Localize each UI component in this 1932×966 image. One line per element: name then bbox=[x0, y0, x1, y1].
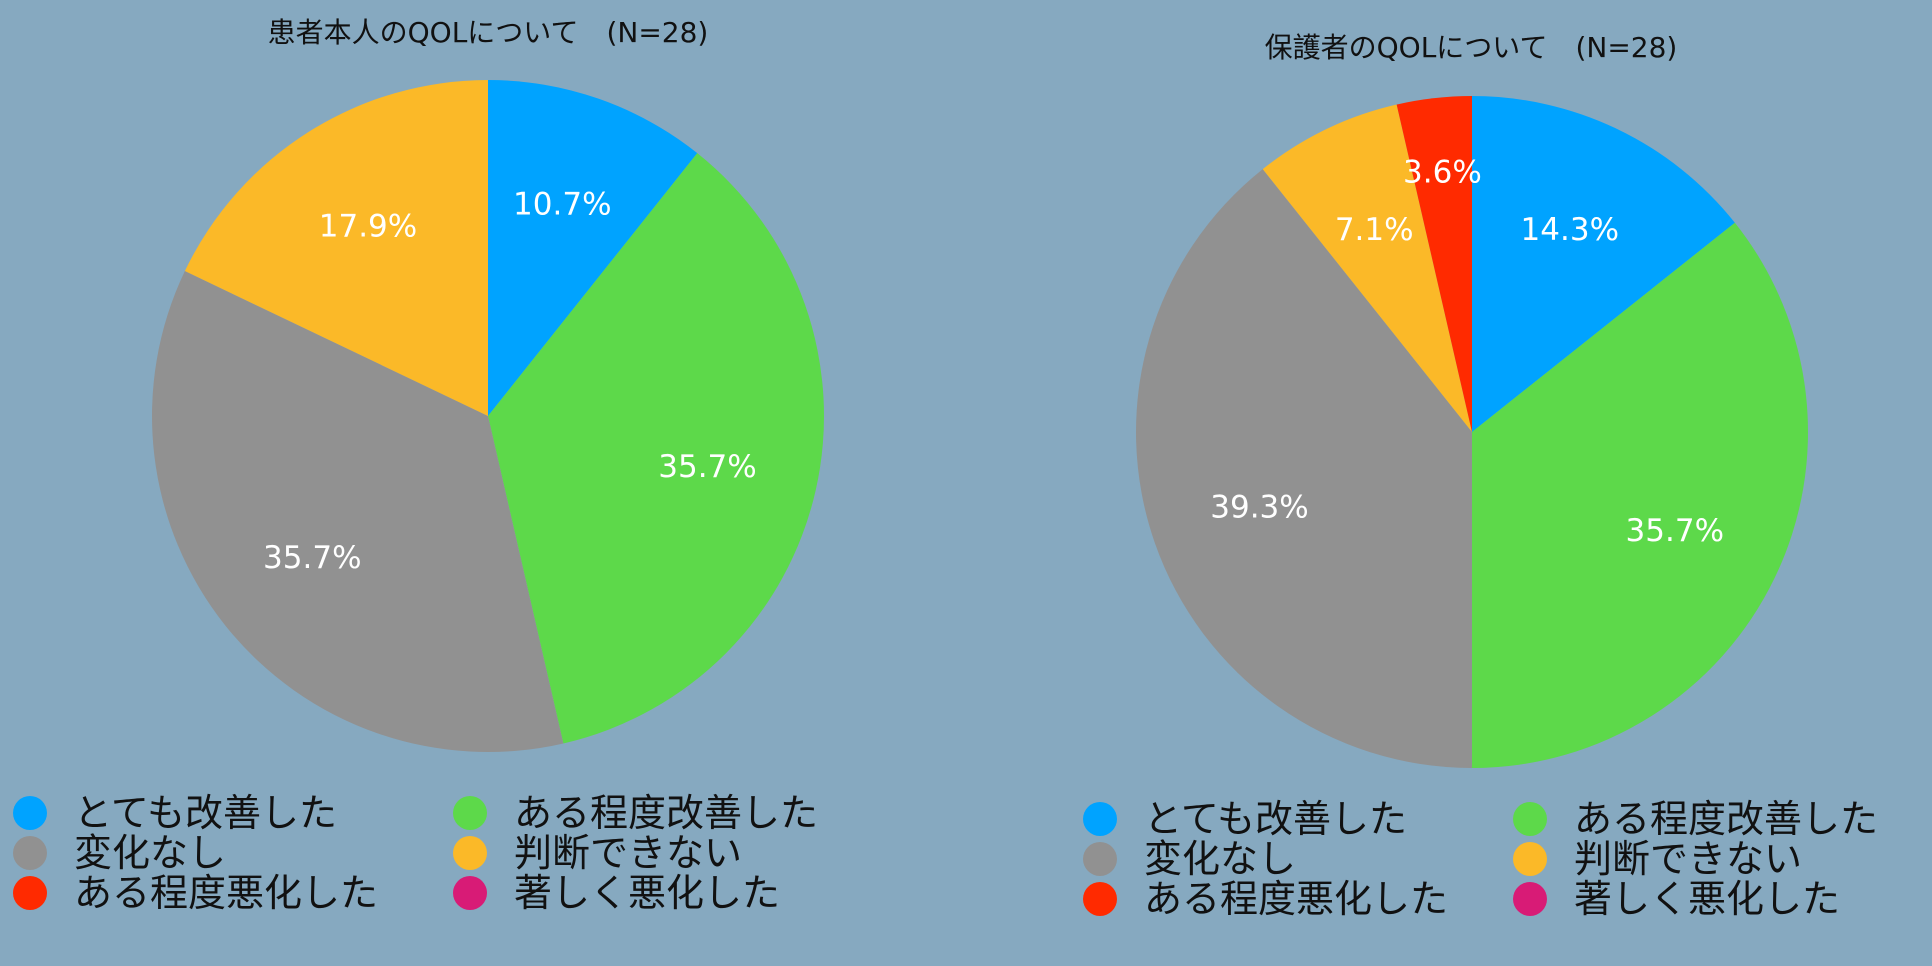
patient-qol-legend-swatch-somewhat-improved bbox=[453, 796, 487, 830]
patient-qol-slice-very-improved bbox=[488, 80, 698, 416]
patient-qol-legend-swatch-cannot-judge bbox=[453, 836, 487, 870]
guardian-qol-legend-label-somewhat-worsened: ある程度悪化した bbox=[1144, 877, 1448, 921]
patient-qol-legend-item-somewhat-improved: ある程度改善した bbox=[453, 791, 818, 835]
guardian-qol-legend-item-very-improved: とても改善した bbox=[1083, 797, 1407, 841]
patient-qol-legend-item-cannot-judge: 判断できない bbox=[453, 831, 742, 875]
guardian-qol-legend-label-greatly-worsened: 著しく悪化した bbox=[1574, 877, 1840, 921]
patient-qol-data-label-very-improved: 10.7% bbox=[513, 187, 611, 223]
patient-qol-slice-somewhat-improved bbox=[488, 153, 824, 744]
patient-qol-legend-item-somewhat-worsened: ある程度悪化した bbox=[13, 871, 378, 915]
patient-qol-data-label-cannot-judge: 17.9% bbox=[319, 209, 417, 245]
guardian-qol-legend-label-cannot-judge: 判断できない bbox=[1574, 837, 1802, 881]
guardian-qol-slice-cannot-judge bbox=[1262, 104, 1472, 432]
patient-qol-legend-label-very-improved: とても改善した bbox=[74, 791, 337, 835]
patient-qol-chart-title: 患者本人のQOLについて (N=28) bbox=[268, 16, 709, 49]
guardian-qol-legend-swatch-somewhat-improved bbox=[1513, 802, 1547, 836]
guardian-qol-legend-label-no-change: 変化なし bbox=[1144, 837, 1296, 881]
patient-qol-slices bbox=[151, 80, 824, 752]
patient-qol-legend-label-cannot-judge: 判断できない bbox=[514, 831, 742, 875]
guardian-qol-data-label-somewhat-improved: 35.7% bbox=[1626, 513, 1724, 549]
patient-qol-legend-item-very-improved: とても改善した bbox=[13, 791, 337, 835]
patient-qol-legend-label-somewhat-worsened: ある程度悪化した bbox=[74, 871, 378, 915]
patient-qol-legend-swatch-no-change bbox=[13, 836, 47, 870]
guardian-qol-slice-no-change bbox=[1136, 169, 1472, 768]
guardian-qol-legend-swatch-greatly-worsened bbox=[1513, 882, 1547, 916]
guardian-qol-slice-very-improved bbox=[1472, 96, 1735, 432]
guardian-qol-legend-swatch-very-improved bbox=[1083, 802, 1117, 836]
guardian-qol-legend-swatch-cannot-judge bbox=[1513, 842, 1547, 876]
guardian-qol-chart-title: 保護者のQOLについて (N=28) bbox=[1265, 31, 1678, 64]
patient-qol-legend-swatch-very-improved bbox=[13, 796, 47, 830]
guardian-qol-legend-label-somewhat-improved: ある程度改善した bbox=[1574, 797, 1878, 841]
patient-qol-pie-chart: 患者本人のQOLについて (N=28) 10.7% 35.7% 35.7% 17.9%… bbox=[13, 16, 824, 915]
guardian-qol-data-label-very-improved: 14.3% bbox=[1521, 212, 1619, 248]
patient-qol-legend-item-no-change: 変化なし bbox=[13, 831, 226, 875]
patient-qol-legend-swatch-greatly-worsened bbox=[453, 876, 487, 910]
guardian-qol-data-labels: 14.3% 35.7% 39.3% 7.1% 3.6% bbox=[1210, 155, 1724, 549]
guardian-qol-legend-item-somewhat-worsened: ある程度悪化した bbox=[1083, 877, 1448, 921]
patient-qol-data-label-somewhat-improved: 35.7% bbox=[658, 449, 756, 485]
patient-qol-legend-label-no-change: 変化なし bbox=[74, 831, 226, 875]
guardian-qol-data-label-cannot-judge: 7.1% bbox=[1335, 212, 1414, 248]
guardian-qol-legend-item-cannot-judge: 判断できない bbox=[1513, 837, 1802, 881]
patient-qol-slice-cannot-judge bbox=[184, 80, 488, 416]
guardian-qol-legend-item-no-change: 変化なし bbox=[1083, 837, 1296, 881]
patient-qol-data-label-no-change: 35.7% bbox=[263, 540, 361, 576]
patient-qol-legend-label-greatly-worsened: 著しく悪化した bbox=[514, 871, 780, 915]
guardian-qol-legend-item-somewhat-improved: ある程度改善した bbox=[1513, 797, 1878, 841]
patient-qol-legend-swatch-somewhat-worsened bbox=[13, 876, 47, 910]
guardian-qol-slice-somewhat-improved bbox=[1472, 222, 1808, 769]
guardian-qol-legend-swatch-no-change bbox=[1083, 842, 1117, 876]
guardian-qol-data-label-no-change: 39.3% bbox=[1210, 489, 1308, 525]
guardian-qol-slice-somewhat-worsened bbox=[1396, 96, 1472, 432]
guardian-qol-legend-item-greatly-worsened: 著しく悪化した bbox=[1513, 877, 1840, 921]
patient-qol-slice-no-change bbox=[151, 271, 564, 752]
guardian-qol-data-label-somewhat-worsened: 3.6% bbox=[1403, 155, 1482, 191]
patient-qol-legend-item-greatly-worsened: 著しく悪化した bbox=[453, 871, 780, 915]
guardian-qol-slices bbox=[1136, 96, 1808, 769]
patient-qol-legend-label-somewhat-improved: ある程度改善した bbox=[514, 791, 818, 835]
guardian-qol-legend-swatch-somewhat-worsened bbox=[1083, 882, 1117, 916]
guardian-qol-pie-chart: 保護者のQOLについて (N=28) 14.3% 35.7% 39.3% 7.1% 3.… bbox=[1083, 31, 1878, 921]
guardian-qol-legend-label-very-improved: とても改善した bbox=[1144, 797, 1407, 841]
patient-qol-data-labels: 10.7% 35.7% 35.7% 17.9% bbox=[263, 187, 757, 576]
